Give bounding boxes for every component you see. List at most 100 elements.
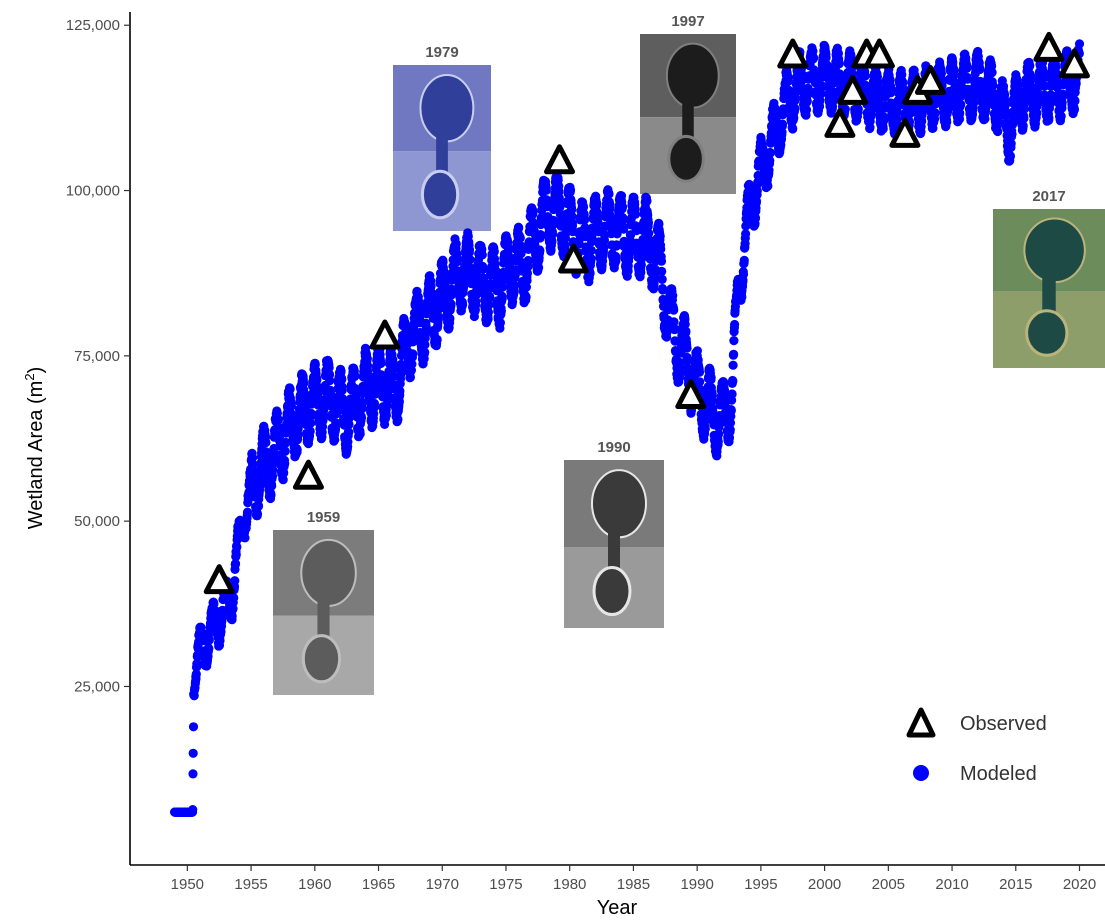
modeled-point — [962, 63, 972, 73]
modeled-point — [452, 255, 463, 265]
modeled-point — [464, 245, 475, 255]
modeled-point — [192, 661, 202, 672]
modeled-point — [396, 359, 406, 369]
modeled-point — [495, 318, 505, 328]
modeled-point — [355, 429, 365, 439]
pond-upper — [300, 538, 357, 607]
modeled-point — [714, 429, 724, 439]
pond-channel — [317, 599, 330, 641]
modeled-point — [656, 244, 666, 254]
x-tick-label: 2000 — [808, 876, 841, 893]
modeled-point — [783, 76, 794, 86]
pond-channel — [1042, 275, 1056, 316]
modeled-point — [281, 437, 291, 447]
modeled-point — [707, 389, 717, 399]
modeled-point — [878, 124, 888, 134]
modeled-point — [988, 88, 999, 98]
modeled-point — [988, 81, 998, 91]
modeled-point — [886, 87, 896, 97]
modeled-point — [1046, 90, 1056, 100]
modeled-point — [905, 109, 915, 119]
modeled-point — [1020, 95, 1030, 105]
pond-channel — [682, 101, 694, 142]
modeled-point — [465, 255, 475, 265]
modeled-point — [765, 148, 775, 158]
modeled-point — [656, 256, 667, 266]
pond-lower — [301, 634, 342, 684]
modeled-point — [725, 418, 736, 428]
pond-upper — [591, 469, 647, 539]
modeled-point — [777, 119, 788, 129]
legend-modeled-label: Modeled — [960, 763, 1037, 785]
aerial-thumbnail-1990: 1990 — [564, 439, 664, 628]
modeled-point — [668, 291, 678, 301]
modeled-point — [663, 323, 673, 333]
modeled-point — [567, 205, 577, 215]
aerial-thumbnail-2017: 2017 — [993, 188, 1105, 368]
modeled-point — [975, 64, 985, 75]
modeled-point — [204, 644, 214, 654]
legend-observed-label: Observed — [960, 713, 1047, 735]
modeled-point — [669, 305, 679, 315]
modeled-series — [170, 39, 1085, 817]
modeled-point — [617, 202, 628, 212]
pond-upper — [665, 42, 720, 109]
pond-channel — [436, 134, 448, 177]
pond-upper — [1023, 217, 1086, 284]
modeled-point — [447, 287, 457, 297]
modeled-point — [242, 507, 253, 517]
modeled-point — [396, 366, 406, 376]
modeled-point — [330, 435, 340, 445]
modeled-point — [421, 321, 431, 332]
modeled-point — [395, 386, 405, 396]
modeled-point — [280, 459, 290, 469]
modeled-point — [483, 314, 493, 324]
modeled-point — [692, 346, 703, 356]
modeled-point — [491, 270, 501, 280]
aerial-thumbnail-1997: 1997 — [640, 13, 736, 194]
modeled-point — [949, 70, 960, 80]
modeled-point — [637, 251, 647, 262]
modeled-point — [765, 156, 775, 166]
modeled-point — [1056, 111, 1066, 121]
modeled-point — [344, 427, 354, 437]
modeled-point — [509, 287, 519, 297]
modeled-point — [625, 248, 635, 258]
observed-point — [558, 243, 590, 274]
modeled-point — [567, 211, 577, 221]
modeled-point — [528, 207, 538, 217]
modeled-point — [188, 805, 198, 815]
modeled-point — [586, 245, 597, 256]
observed-point — [1058, 48, 1090, 79]
observed-point — [889, 117, 921, 148]
y-tick-label: 25,000 — [74, 678, 120, 695]
modeled-point — [325, 376, 335, 386]
pond-lower — [592, 566, 632, 617]
modeled-point — [300, 395, 310, 405]
y-axis-ticks: 25,000 50,000 75,000 100,000 125,000 — [66, 17, 130, 695]
modeled-point — [788, 124, 798, 134]
modeled-point — [860, 71, 870, 81]
modeled-point — [497, 294, 507, 304]
modeled-point — [324, 363, 334, 373]
modeled-point — [496, 306, 506, 316]
modeled-point — [229, 593, 239, 603]
y-axis-title-superscript: 2 — [22, 373, 37, 380]
observed-point — [777, 38, 809, 69]
x-axis-ticks: 1950 1955 1960 1965 1970 1975 1980 1985 1990 1995… — [171, 865, 1096, 893]
modeled-point — [560, 240, 570, 250]
modeled-point — [249, 468, 259, 478]
x-tick-label: 1955 — [234, 876, 267, 893]
modeled-point — [638, 242, 648, 252]
modeled-point — [369, 398, 380, 409]
modeled-point — [752, 186, 762, 196]
y-tick-label: 125,000 — [66, 17, 120, 34]
modeled-point — [682, 356, 693, 366]
modeled-point — [942, 117, 952, 127]
x-tick-label: 1995 — [744, 876, 777, 893]
modeled-point — [230, 576, 240, 586]
modeled-point — [285, 384, 295, 394]
observed-point — [675, 379, 707, 410]
modeled-point — [547, 237, 557, 247]
modeled-point — [408, 349, 418, 359]
